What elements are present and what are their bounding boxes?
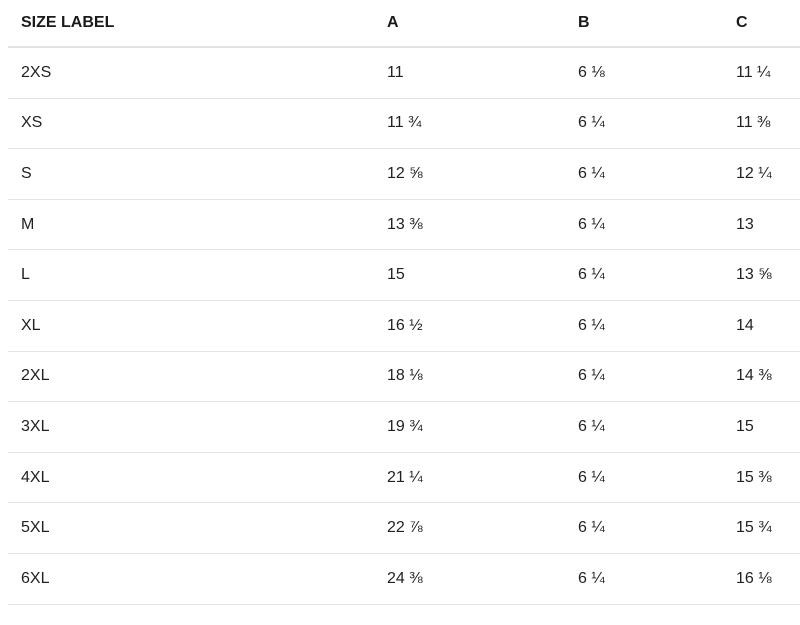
- b-cell: 6 ¼: [565, 553, 723, 605]
- size-chart-body: 2XS 11 6 ⅛ 11 ¼ XS 11 ¾ 6 ¼ 11 ⅜ S 12 ⅝ …: [8, 47, 800, 605]
- b-cell: 6 ¼: [565, 401, 723, 453]
- b-cell: 6 ¼: [565, 300, 723, 352]
- header-a: A: [374, 0, 565, 48]
- table-row: XL 16 ½ 6 ¼ 14: [8, 300, 800, 352]
- size-cell: S: [8, 148, 374, 200]
- c-cell: 12 ¼: [723, 148, 800, 200]
- c-cell: 15 ¾: [723, 502, 800, 554]
- table-row: S 12 ⅝ 6 ¼ 12 ¼: [8, 148, 800, 200]
- a-cell: 18 ⅛: [374, 351, 565, 403]
- b-cell: 6 ¼: [565, 199, 723, 251]
- a-cell: 11 ¾: [374, 98, 565, 150]
- c-cell: 11 ¼: [723, 47, 800, 99]
- size-cell: L: [8, 249, 374, 301]
- table-row: 2XS 11 6 ⅛ 11 ¼: [8, 47, 800, 99]
- table-row: 4XL 21 ¼ 6 ¼ 15 ⅜: [8, 452, 800, 504]
- table-row: 3XL 19 ¾ 6 ¼ 15: [8, 401, 800, 453]
- b-cell: 6 ¼: [565, 148, 723, 200]
- size-cell: XL: [8, 300, 374, 352]
- table-row: 2XL 18 ⅛ 6 ¼ 14 ⅜: [8, 351, 800, 403]
- c-cell: 14 ⅜: [723, 351, 800, 403]
- table-row: L 15 6 ¼ 13 ⅝: [8, 249, 800, 301]
- b-cell: 6 ¼: [565, 351, 723, 403]
- size-cell: 2XS: [8, 47, 374, 99]
- size-cell: 5XL: [8, 502, 374, 554]
- b-cell: 6 ¼: [565, 98, 723, 150]
- b-cell: 6 ¼: [565, 452, 723, 504]
- a-cell: 11: [374, 47, 565, 99]
- size-cell: 6XL: [8, 553, 374, 605]
- header-row: SIZE LABEL A B C: [8, 0, 800, 48]
- a-cell: 16 ½: [374, 300, 565, 352]
- table-row: M 13 ⅜ 6 ¼ 13: [8, 199, 800, 251]
- header-size-label: SIZE LABEL: [8, 0, 374, 48]
- a-cell: 21 ¼: [374, 452, 565, 504]
- a-cell: 12 ⅝: [374, 148, 565, 200]
- a-cell: 24 ⅜: [374, 553, 565, 605]
- c-cell: 15 ⅜: [723, 452, 800, 504]
- b-cell: 6 ⅛: [565, 47, 723, 99]
- table-row: XS 11 ¾ 6 ¼ 11 ⅜: [8, 98, 800, 150]
- b-cell: 6 ¼: [565, 249, 723, 301]
- table-row: 6XL 24 ⅜ 6 ¼ 16 ⅛: [8, 553, 800, 605]
- a-cell: 13 ⅜: [374, 199, 565, 251]
- size-cell: 4XL: [8, 452, 374, 504]
- header-b: B: [565, 0, 723, 48]
- header-c: C: [723, 0, 800, 48]
- b-cell: 6 ¼: [565, 502, 723, 554]
- size-cell: 2XL: [8, 351, 374, 403]
- size-cell: XS: [8, 98, 374, 150]
- a-cell: 22 ⅞: [374, 502, 565, 554]
- c-cell: 14: [723, 300, 800, 352]
- c-cell: 11 ⅜: [723, 98, 800, 150]
- size-cell: M: [8, 199, 374, 251]
- table-row: 5XL 22 ⅞ 6 ¼ 15 ¾: [8, 502, 800, 554]
- c-cell: 13 ⅝: [723, 249, 800, 301]
- c-cell: 16 ⅛: [723, 553, 800, 605]
- size-chart-table: SIZE LABEL A B C 2XS 11 6 ⅛ 11 ¼ XS 11 ¾…: [8, 0, 800, 605]
- size-cell: 3XL: [8, 401, 374, 453]
- a-cell: 19 ¾: [374, 401, 565, 453]
- c-cell: 15: [723, 401, 800, 453]
- size-chart-header: SIZE LABEL A B C: [8, 0, 800, 48]
- c-cell: 13: [723, 199, 800, 251]
- a-cell: 15: [374, 249, 565, 301]
